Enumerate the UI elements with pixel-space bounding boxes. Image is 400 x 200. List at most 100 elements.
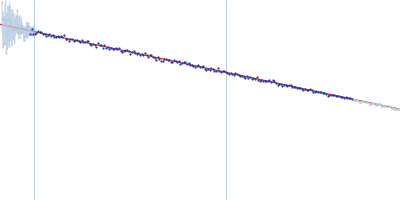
Point [164,58,171,62]
Point [315,90,321,93]
Point [208,66,214,69]
Point [200,64,206,68]
Point [24,35,30,39]
Point [310,90,316,93]
Point [160,59,166,63]
Point [382,104,389,107]
Point [308,89,315,92]
Point [252,77,258,80]
Point [19,24,26,28]
Point [145,55,151,58]
Point [135,52,142,55]
Point [138,52,145,55]
Point [96,44,103,47]
Point [104,46,111,49]
Point [153,59,160,62]
Point [7,22,14,26]
Point [347,96,354,100]
Point [177,62,184,65]
Point [87,42,93,46]
Point [25,24,32,28]
Point [143,53,150,56]
Point [357,100,364,103]
Point [366,102,373,105]
Point [23,28,29,31]
Point [370,101,376,104]
Point [300,89,307,92]
Point [379,104,386,107]
Point [25,21,31,24]
Point [329,93,336,97]
Point [385,104,392,108]
Point [395,107,400,111]
Point [32,32,38,36]
Point [168,60,174,63]
Point [0,0,5,3]
Point [114,48,120,51]
Point [166,58,172,61]
Point [284,84,290,87]
Point [289,85,295,88]
Point [203,68,210,71]
Point [10,37,16,40]
Point [202,67,208,71]
Point [13,15,19,18]
Point [29,27,36,30]
Point [344,96,350,100]
Point [24,24,31,28]
Point [30,32,36,35]
Point [151,56,158,59]
Point [185,61,192,64]
Point [307,87,313,91]
Point [14,27,20,30]
Point [297,86,304,89]
Point [8,26,14,30]
Point [3,52,10,55]
Point [320,91,326,95]
Point [363,100,370,104]
Point [172,59,179,63]
Point [258,79,264,82]
Point [18,30,24,33]
Point [242,76,248,79]
Point [64,37,70,41]
Point [35,30,41,33]
Point [27,32,33,35]
Point [226,72,232,76]
Point [40,33,46,36]
Point [296,86,302,89]
Point [0,23,6,27]
Point [127,53,134,56]
Point [13,22,20,25]
Point [236,74,242,77]
Point [318,90,324,94]
Point [194,64,200,67]
Point [354,98,360,101]
Point [10,37,16,40]
Point [163,57,169,60]
Point [78,39,85,42]
Point [270,79,276,82]
Point [360,100,367,103]
Point [232,72,239,75]
Point [93,46,100,49]
Point [8,20,14,23]
Point [256,79,263,82]
Point [271,79,278,83]
Point [287,84,294,87]
Point [30,27,36,30]
Point [121,49,127,52]
Point [184,62,190,66]
Point [373,103,379,106]
Point [260,79,266,83]
Point [22,25,28,29]
Point [142,52,148,55]
Point [294,86,300,89]
Point [176,59,182,62]
Point [84,39,90,43]
Point [8,29,15,32]
Point [11,28,18,31]
Point [0,18,6,21]
Point [224,72,231,75]
Point [197,65,203,69]
